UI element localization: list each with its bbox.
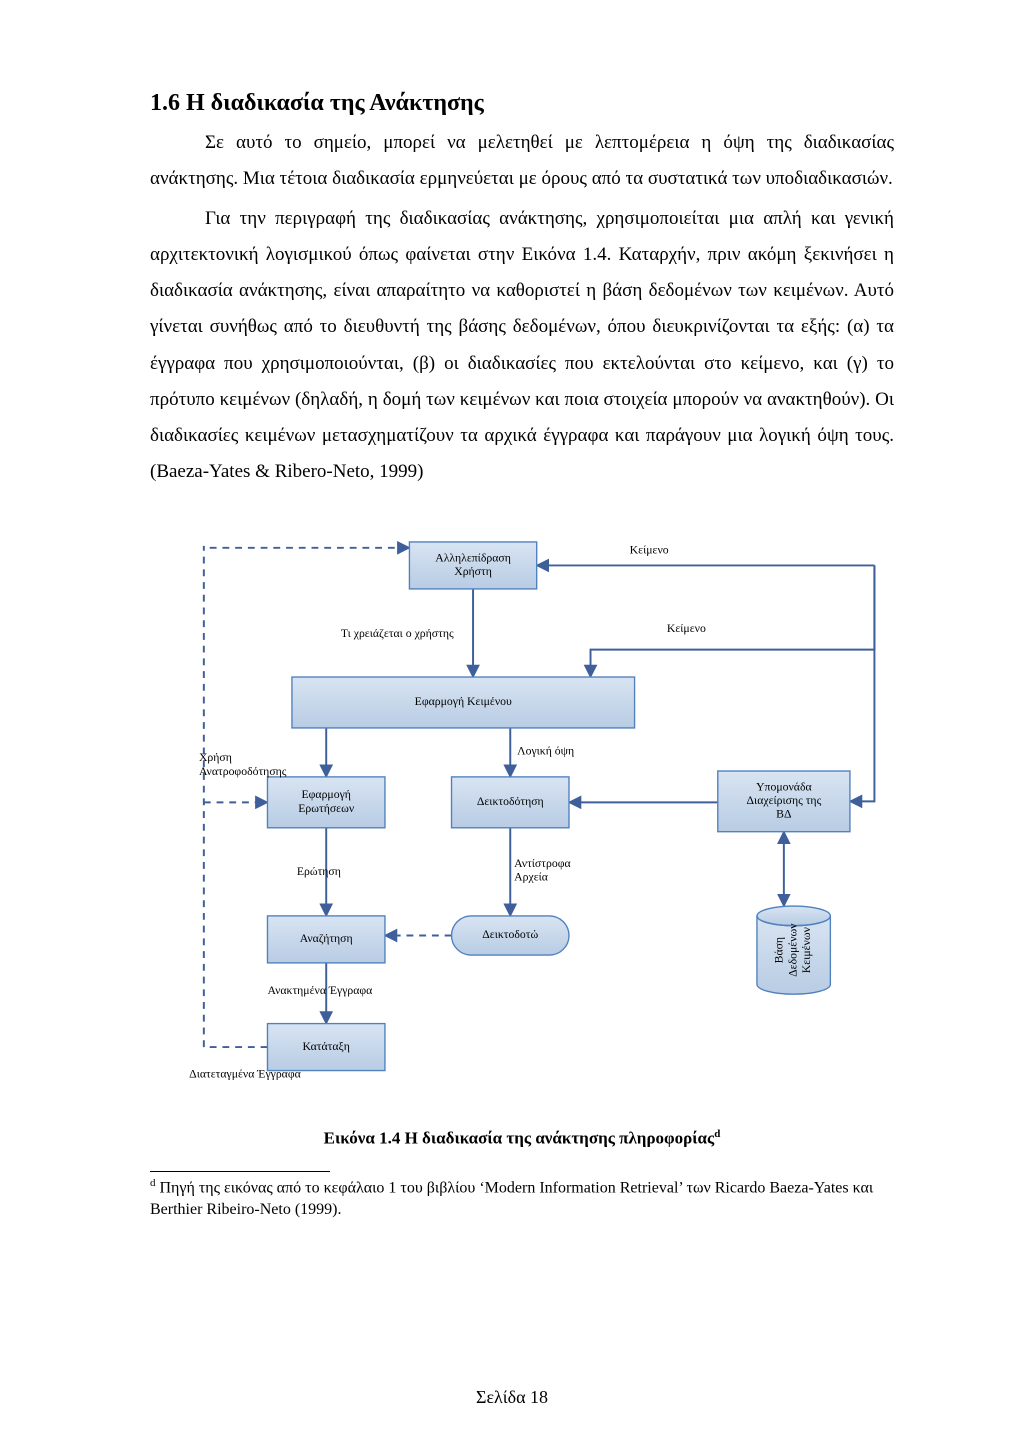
svg-text:Κειμένων: Κειμένων xyxy=(800,926,813,973)
page: 1.6 Η διαδικασία της Ανάκτησης Σε αυτό τ… xyxy=(0,0,1024,1448)
svg-text:Ανατροφοδότησης: Ανατροφοδότησης xyxy=(199,765,287,778)
svg-text:ΒΔ: ΒΔ xyxy=(776,808,792,821)
svg-text:Αλληλεπίδραση: Αλληλεπίδραση xyxy=(435,551,511,564)
svg-text:Βάση: Βάση xyxy=(773,937,786,963)
section-heading: 1.6 Η διαδικασία της Ανάκτησης xyxy=(150,90,894,117)
svg-text:Αρχεία: Αρχεία xyxy=(514,871,548,884)
svg-text:Διαχείρισης της: Διαχείρισης της xyxy=(747,794,822,807)
caption-text: Εικόνα 1.4 Η διαδικασία της ανάκτησης πλ… xyxy=(324,1129,715,1148)
svg-text:Ερώτηση: Ερώτηση xyxy=(297,865,341,878)
svg-text:Λογική όψη: Λογική όψη xyxy=(517,744,574,757)
page-number: Σελίδα 18 xyxy=(0,1387,1024,1408)
paragraph-2: Για την περιγραφή της διαδικασίας ανάκτη… xyxy=(150,201,894,490)
svg-text:Κείμενο: Κείμενο xyxy=(630,544,669,557)
svg-text:Χρήστη: Χρήστη xyxy=(454,565,492,578)
svg-text:Δεδομένων: Δεδομένων xyxy=(786,923,799,977)
footnote-text: Πηγή της εικόνας από το κεφάλαιο 1 του β… xyxy=(150,1179,873,1218)
svg-text:Εφαρμογή: Εφαρμογή xyxy=(301,788,350,801)
footnote: d Πηγή της εικόνας από το κεφάλαιο 1 του… xyxy=(150,1176,894,1221)
svg-text:Κατάταξη: Κατάταξη xyxy=(303,1040,350,1053)
svg-text:Υπομονάδα: Υπομονάδα xyxy=(756,780,812,793)
svg-text:Τι χρειάζεται ο χρήστης: Τι χρειάζεται ο χρήστης xyxy=(341,627,454,640)
svg-text:Χρήση: Χρήση xyxy=(199,751,232,764)
svg-text:Διατεταγμένα Έγγραφα: Διατεταγμένα Έγγραφα xyxy=(189,1067,301,1080)
svg-text:Αντίστροφα: Αντίστροφα xyxy=(514,857,570,870)
svg-text:Ερωτήσεων: Ερωτήσεων xyxy=(298,802,355,815)
diagram-container: ΑλληλεπίδρασηΧρήστη Εφαρμογή Κειμένου Εφαρ… xyxy=(150,518,894,1118)
footnote-rule xyxy=(150,1171,330,1172)
svg-text:Ανακτημένα Έγγραφα: Ανακτημένα Έγγραφα xyxy=(267,984,372,997)
flowchart-diagram: ΑλληλεπίδρασηΧρήστη Εφαρμογή Κειμένου Εφαρ… xyxy=(150,518,894,1118)
svg-text:Εφαρμογή Κειμένου: Εφαρμογή Κειμένου xyxy=(415,695,512,708)
svg-text:Δεικτοδότηση: Δεικτοδότηση xyxy=(477,795,544,808)
svg-text:Αναζήτηση: Αναζήτηση xyxy=(300,932,353,945)
caption-superscript: d xyxy=(714,1128,720,1140)
figure-caption: Εικόνα 1.4 Η διαδικασία της ανάκτησης πλ… xyxy=(150,1128,894,1149)
svg-text:Δεικτοδοτώ: Δεικτοδοτώ xyxy=(482,928,538,941)
paragraph-1: Σε αυτό το σημείο, μπορεί να μελετηθεί μ… xyxy=(150,125,894,197)
svg-text:Κείμενο: Κείμενο xyxy=(667,622,706,635)
